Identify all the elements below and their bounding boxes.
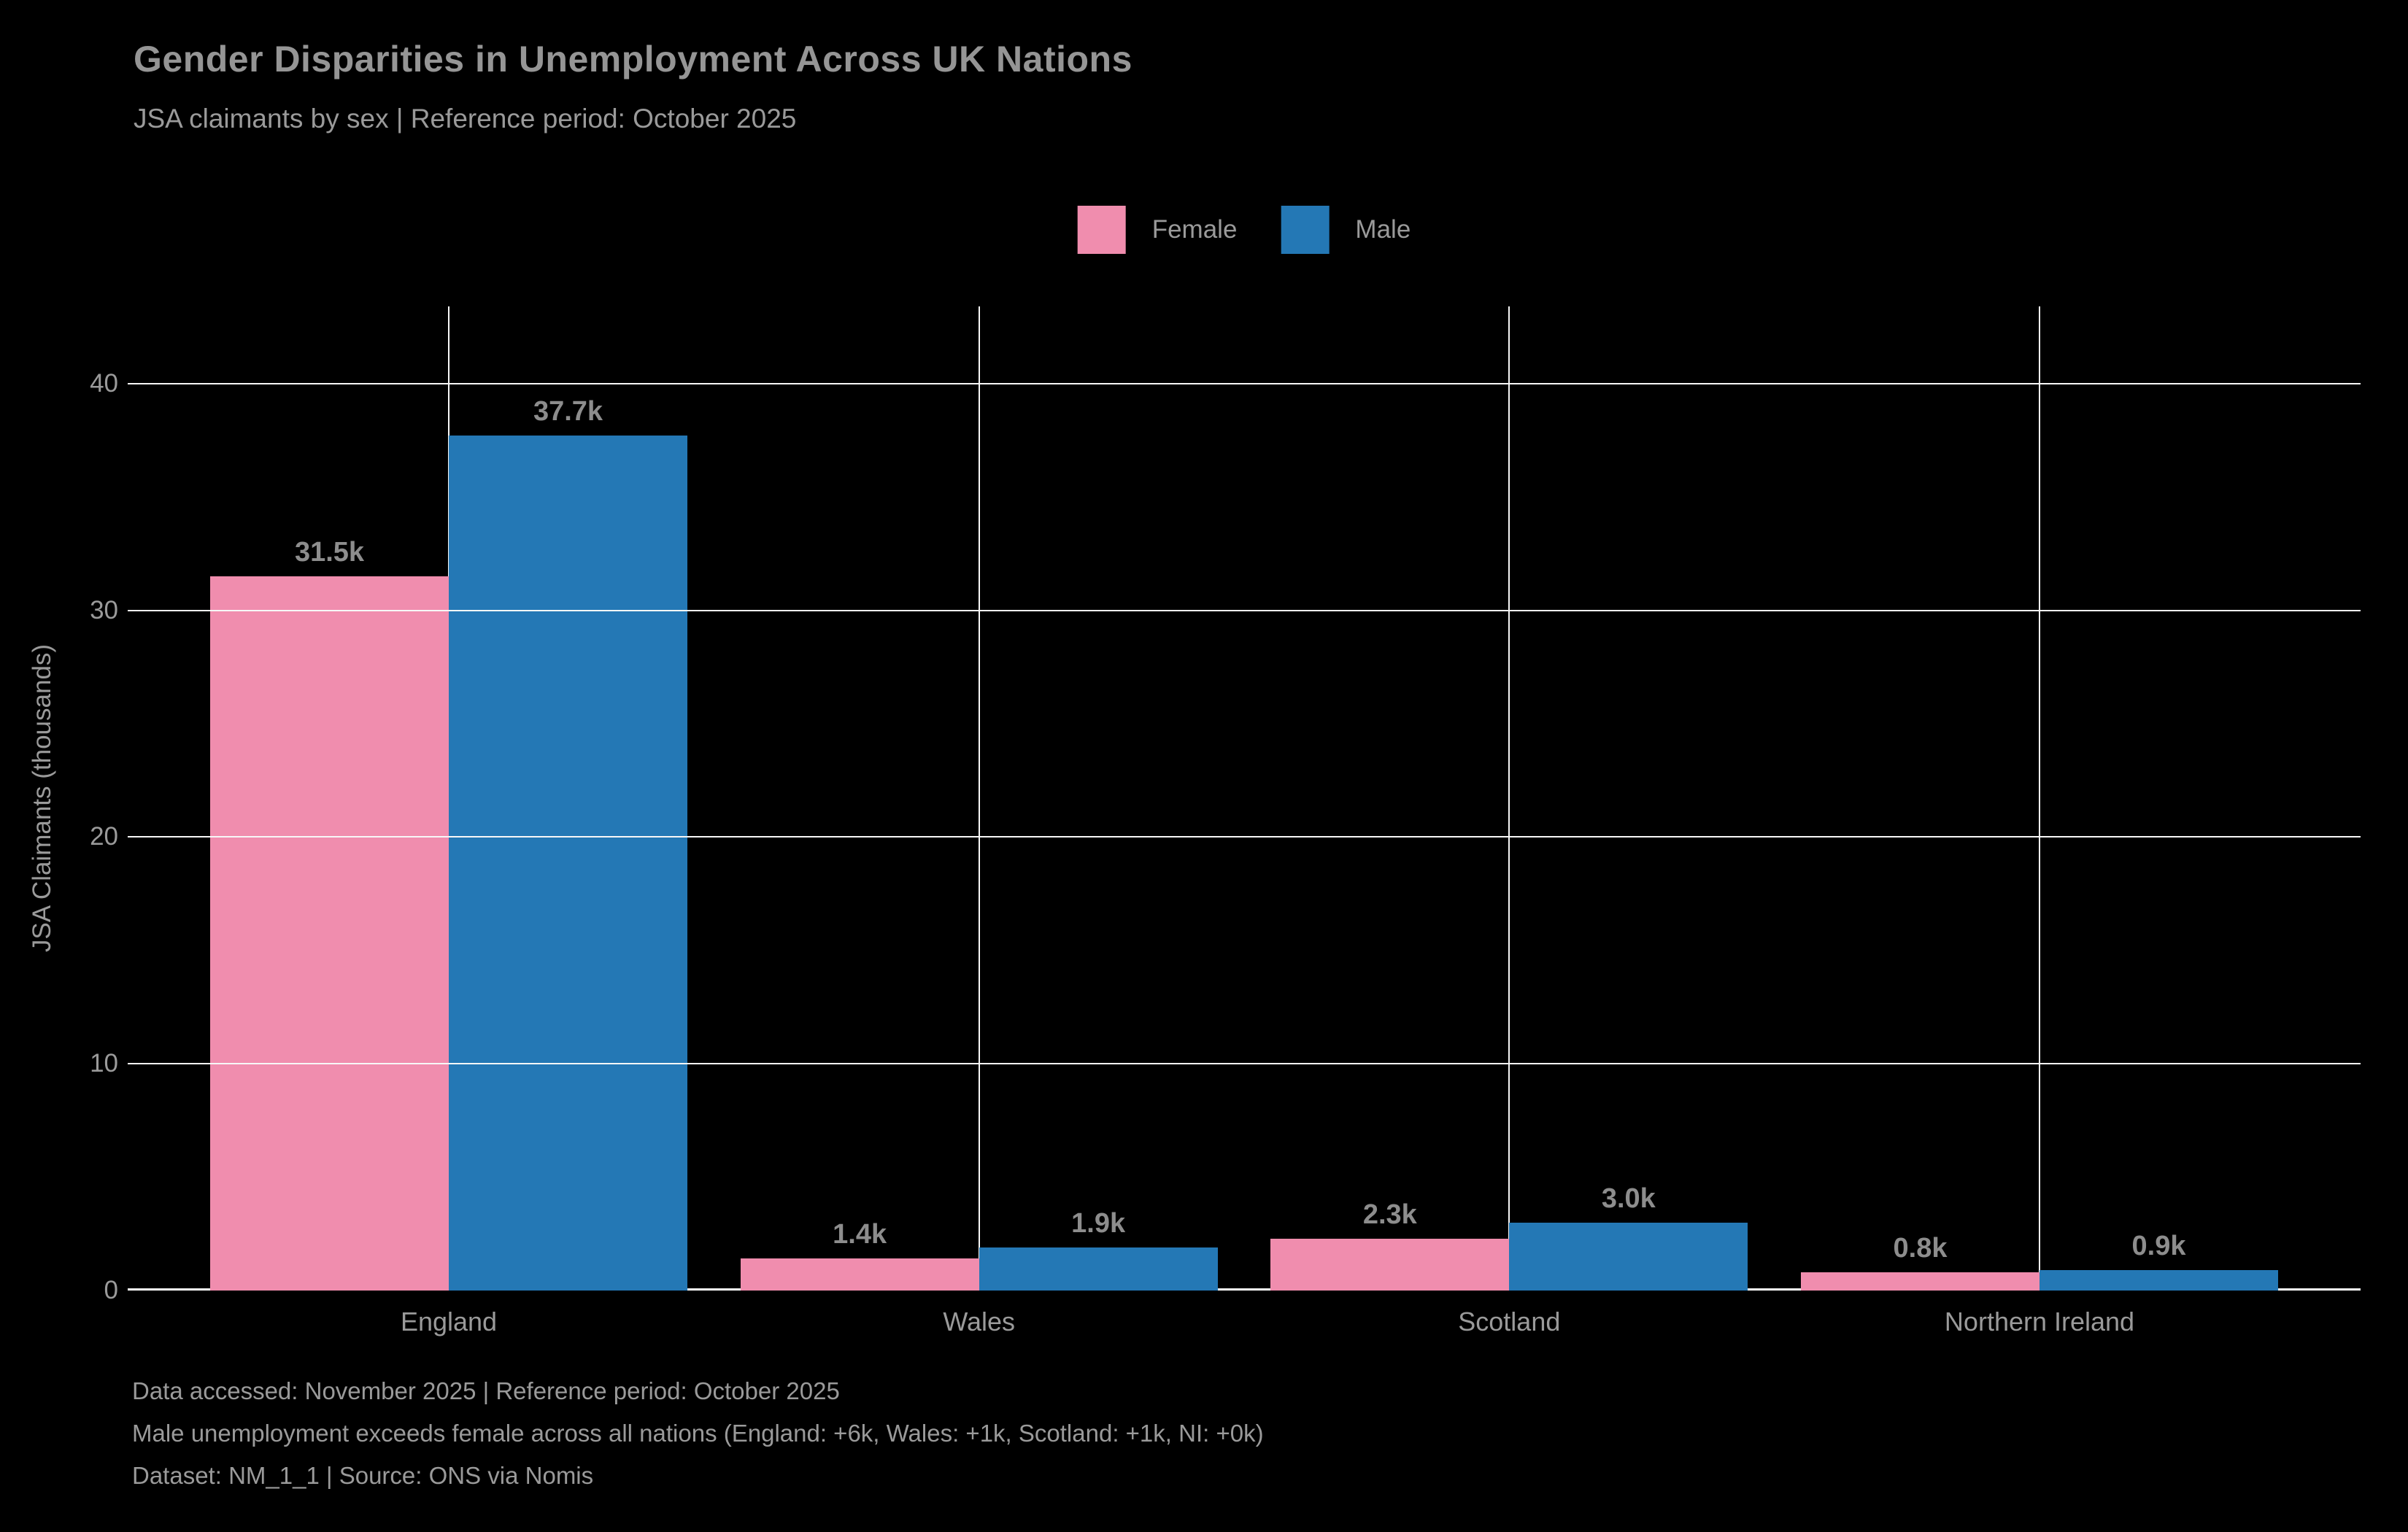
x-axis-line [128,1288,2361,1291]
x-category-label-northern-ireland: Northern Ireland [1944,1307,2135,1336]
bar-female-england [210,576,449,1291]
bar-value-label: 1.9k [1071,1207,1126,1239]
bar-female-wales [740,1258,979,1291]
bar-value-label: 0.8k [1893,1233,1948,1264]
bar-female-northern-ireland [1801,1272,2040,1291]
gridline-vertical-1 [978,306,980,1291]
bar-male-wales [979,1247,1218,1291]
y-tick-label-20: 20 [90,822,118,851]
gridline-vertical-3 [2039,306,2040,1291]
y-tick-label-0: 0 [104,1276,118,1304]
bar-value-label: 37.7k [533,396,603,428]
y-tick-label-10: 10 [90,1049,118,1078]
y-tick-label-40: 40 [90,368,118,398]
legend-item-female: Female [1077,206,1238,254]
bar-female-scotland [1270,1238,1510,1291]
bar-value-label: 1.4k [833,1219,887,1250]
gridline-y-30 [128,609,2361,611]
y-tick-label-30: 30 [90,595,118,624]
gridline-y-40 [128,382,2361,384]
x-category-label-scotland: Scotland [1458,1307,1561,1336]
footer-notes: Data accessed: November 2025 | Reference… [132,1370,1264,1497]
bar-male-northern-ireland [2040,1270,2278,1291]
footer-access-note: Data accessed: November 2025 | Reference… [132,1377,840,1404]
chart-title: Gender Disparities in Unemployment Acros… [134,39,1132,80]
legend-label-female: Female [1151,215,1238,244]
footer-source-note: Dataset: NM_1_1 | Source: ONS via Nomis [132,1462,594,1489]
legend-label-male: Male [1355,215,1411,244]
bar-value-label: 3.0k [1601,1183,1656,1214]
legend-item-male: Male [1281,206,1411,254]
gridline-vertical-2 [1508,306,1510,1291]
gridline-y-10 [128,1063,2361,1065]
bar-male-scotland [1509,1222,1748,1291]
legend: Female Male [1077,206,1411,254]
bar-value-label: 2.3k [1362,1199,1417,1230]
y-axis-title: JSA Claimants (thousands) [28,643,56,953]
x-category-label-wales: Wales [943,1307,1015,1336]
bar-value-label: 0.9k [2131,1231,2186,1262]
legend-swatch-male [1281,206,1330,254]
bar-value-label: 31.5k [294,536,365,568]
chart-subtitle: JSA claimants by sex | Reference period:… [134,104,797,134]
x-category-label-england: England [400,1307,498,1336]
gridline-y-20 [128,836,2361,838]
legend-swatch-female [1077,206,1126,254]
footer-insight-note: Male unemployment exceeds female across … [132,1420,1264,1447]
bar-male-england [449,436,687,1291]
